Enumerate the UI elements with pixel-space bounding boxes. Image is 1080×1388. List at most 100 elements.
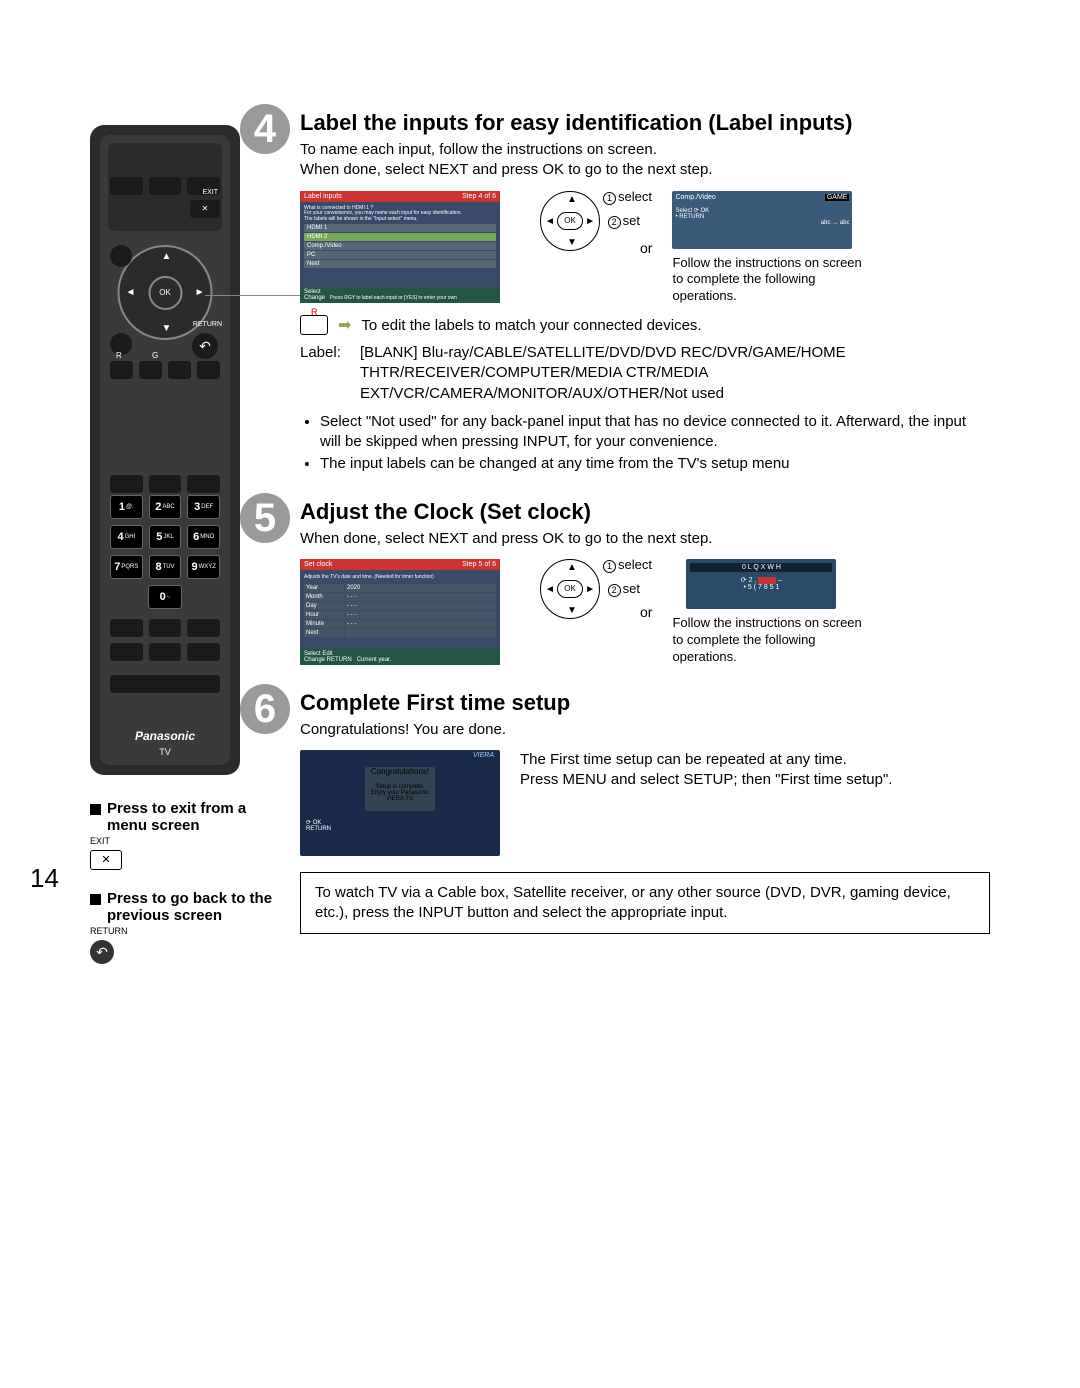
exit-button: ✕ xyxy=(190,200,220,218)
return-label: RETURN xyxy=(193,321,222,328)
thumb-brand: VIERA xyxy=(300,750,500,761)
bullet-icon xyxy=(90,804,101,815)
step5-row: Set clockStep 5 of 6 Adjusts the TV's da… xyxy=(300,559,990,666)
remote-btn xyxy=(149,475,182,493)
remote-hints: Press to exit from a menu screen EXIT ✕ … xyxy=(90,800,290,984)
desc-line: To name each input, follow the instructi… xyxy=(300,141,657,158)
r-label: R xyxy=(116,351,122,360)
return-button: ↶ xyxy=(192,333,218,359)
remote-btn xyxy=(149,643,182,661)
key-blank xyxy=(110,585,142,609)
ok-icon: OK xyxy=(557,212,583,230)
numpad: 1@. 2ABC 3DEF 4GHI 5JKL 6MNO 7PQRS 8TUV … xyxy=(110,495,220,699)
key-2: 2ABC xyxy=(149,495,182,519)
bullet: Select "Not used" for any back-panel inp… xyxy=(320,412,990,453)
info-box: To watch TV via a Cable box, Satellite r… xyxy=(300,872,990,935)
ok-button: OK xyxy=(148,276,182,310)
key-1: 1@. xyxy=(110,495,143,519)
remote-mid-buttons xyxy=(110,475,220,493)
content-column: 4 Label the inputs for easy identificati… xyxy=(300,110,990,934)
thumb-item: Next xyxy=(304,260,496,268)
msg-text: Setup is complete. Enjoy your Panasonic … xyxy=(365,784,435,802)
mini-thumb: Comp./VideoGAME Select ⟳ OK • RETURN abc… xyxy=(672,191,852,249)
left-icon: ◄ xyxy=(545,584,555,595)
step-number: 5 xyxy=(240,493,290,543)
or-text: or xyxy=(640,604,652,620)
follow-text: Follow the instructions on screen to com… xyxy=(672,615,862,666)
gc: Next xyxy=(304,629,344,637)
mini-num: 2 . xyxy=(749,577,757,584)
connector-line xyxy=(205,295,300,296)
label-key: Label: xyxy=(300,343,350,404)
gc: Day xyxy=(304,602,344,610)
gc: Month xyxy=(304,593,344,601)
nav-widget: OK ▲ ▼ ◄ ► 1select 2set xyxy=(520,191,620,251)
label-block: Label: [BLANK] Blu-ray/CABLE/SATELLITE/D… xyxy=(300,343,990,404)
bullet-icon xyxy=(90,894,101,905)
remote-circle-btn xyxy=(110,245,132,267)
follow-text: Follow the instructions on screen to com… xyxy=(672,255,862,306)
bullet: The input labels can be changed at any t… xyxy=(320,454,990,474)
up-icon: ▲ xyxy=(567,562,577,573)
right-arrow: ► xyxy=(195,287,205,298)
or-text: or xyxy=(640,240,652,256)
key-8: 8TUV xyxy=(149,555,182,579)
remote-btn xyxy=(110,619,143,637)
step-number: 4 xyxy=(240,104,290,154)
thumb-item: Comp./Video xyxy=(304,242,496,250)
exit-mini-button: ✕ xyxy=(90,850,122,870)
manual-page: EXIT ✕ OK ▲ ▼ ◄ ► RETURN ↶ R G xyxy=(0,0,1080,934)
mini-code: 5 ( 7 8 5 1 xyxy=(748,584,780,591)
exit-mini-label: EXIT xyxy=(90,836,290,846)
label-values: [BLANK] Blu-ray/CABLE/SATELLITE/DVD/DVD … xyxy=(360,343,990,404)
remote-btn xyxy=(110,643,143,661)
edit-text: To edit the labels to match your connect… xyxy=(361,317,701,334)
arrow-icon: ➡ xyxy=(338,315,351,335)
step-desc: To name each input, follow the instructi… xyxy=(300,140,990,181)
step-desc: Congratulations! You are done. xyxy=(300,720,990,740)
b-button xyxy=(197,361,220,379)
gc: Minute xyxy=(304,620,344,628)
up-icon: ▲ xyxy=(567,194,577,205)
key-0: 0-. xyxy=(148,585,182,609)
ok-icon: OK xyxy=(557,580,583,598)
gc: Hour xyxy=(304,611,344,619)
remote-btn xyxy=(110,177,143,195)
down-icon: ▼ xyxy=(567,237,577,248)
back-hint: Press to go back to the previous screen … xyxy=(90,890,290,964)
key-6: 6MNO xyxy=(187,525,220,549)
follow-box: Comp./VideoGAME Select ⟳ OK • RETURN abc… xyxy=(672,191,862,306)
set-label: 2set xyxy=(608,213,640,229)
mini-abc: abc → abc xyxy=(675,220,849,226)
g-button xyxy=(139,361,162,379)
exit-label: EXIT xyxy=(202,189,218,196)
remote-btn xyxy=(187,475,220,493)
left-icon: ◄ xyxy=(545,216,555,227)
remote-btn xyxy=(187,643,220,661)
remote-btn xyxy=(110,675,220,693)
step-4: 4 Label the inputs for easy identificati… xyxy=(300,110,990,475)
gc: - - - xyxy=(345,602,496,610)
desc-line: When done, select NEXT and press OK to g… xyxy=(300,161,712,178)
label-inputs-thumb: Label inputsStep 4 of 6 What is connecte… xyxy=(300,191,500,303)
gc: - - - xyxy=(345,611,496,619)
step-desc: When done, select NEXT and press OK to g… xyxy=(300,529,990,549)
brand-label: Panasonic xyxy=(100,729,230,743)
tv-label: TV xyxy=(100,747,230,757)
thumb-item: PC xyxy=(304,251,496,259)
step-number: 6 xyxy=(240,684,290,734)
hint-text: Press to exit from a menu screen xyxy=(107,800,290,834)
thumb-footer: Select Change xyxy=(304,289,325,301)
remote-body: EXIT ✕ OK ▲ ▼ ◄ ► RETURN ↶ R G xyxy=(100,135,230,765)
exit-hint: Press to exit from a menu screen EXIT ✕ xyxy=(90,800,290,870)
step6-text: The First time setup can be repeated at … xyxy=(520,750,990,791)
mini-return: RETURN xyxy=(679,214,704,220)
step-5: 5 Adjust the Clock (Set clock) When done… xyxy=(300,499,990,666)
nav-widget: OK ▲ ▼ ◄ ► 1select 2set xyxy=(520,559,620,619)
down-arrow: ▼ xyxy=(162,323,172,334)
text-line: The First time setup can be repeated at … xyxy=(520,751,847,768)
g-label: G xyxy=(152,351,158,360)
step6-row: VIERA Congratulations! Setup is complete… xyxy=(300,750,990,856)
thumb-footer: Select Edit Change RETURN xyxy=(304,651,352,663)
right-icon: ► xyxy=(585,216,595,227)
